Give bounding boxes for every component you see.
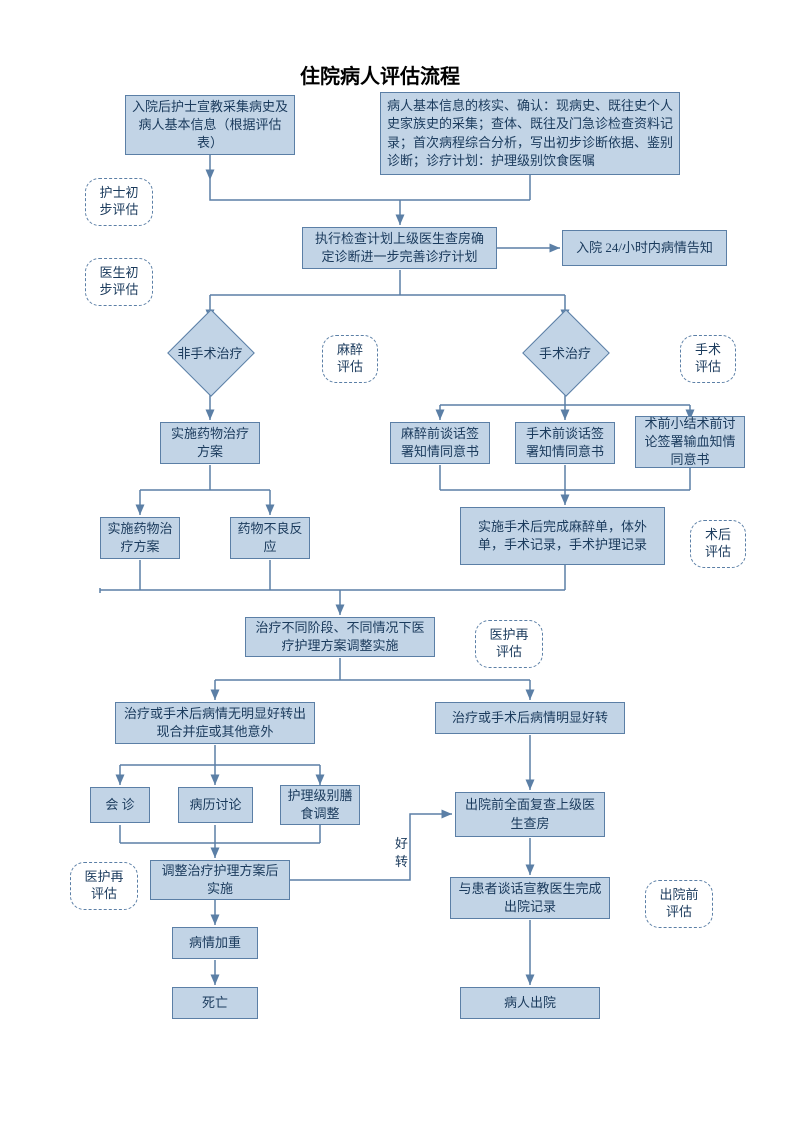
node-adjust-plan: 治疗不同阶段、不同情况下医疗护理方案调整实施 — [245, 617, 435, 657]
node-discharge-record: 与患者谈话宣教医生完成出院记录 — [450, 877, 610, 919]
node-24h-notice: 入院 24/小时内病情告知 — [562, 230, 727, 266]
node-nursing-diet: 护理级别膳食调整 — [280, 785, 360, 825]
node-worsen: 病情加重 — [172, 927, 258, 959]
node-drug-plan2: 实施药物治疗方案 — [100, 517, 180, 559]
annot-reeval: 医护再评估 — [475, 620, 543, 668]
node-patient-info: 病人基本信息的核实、确认：现病史、既往史个人史家族史的采集；查体、既往及门急诊检… — [380, 92, 680, 175]
annot-surgery-eval: 手术评估 — [680, 335, 736, 383]
node-adverse-reaction: 药物不良反应 — [230, 517, 310, 559]
node-adjust-implement: 调整治疗护理方案后实施 — [150, 860, 290, 900]
annot-postop-eval: 术后评估 — [690, 520, 746, 568]
node-case-discuss: 病历讨论 — [178, 787, 253, 823]
annot-doctor-eval: 医生初步评估 — [85, 258, 153, 306]
node-no-improve: 治疗或手术后病情无明显好转出现合并症或其他意外 — [115, 702, 315, 744]
diamond-nonsurgical-label: 非手术治疗 — [160, 340, 260, 364]
node-improved: 治疗或手术后病情明显好转 — [435, 702, 625, 734]
annot-anesthesia-eval: 麻醉评估 — [322, 335, 378, 383]
flowchart-title: 住院病人评估流程 — [300, 60, 460, 89]
node-drug-plan: 实施药物治疗方案 — [160, 422, 260, 464]
node-death: 死亡 — [172, 987, 258, 1019]
annot-nurse-eval: 护士初步评估 — [85, 178, 153, 226]
node-preop-consent: 术前小结术前讨论签署输血知情同意书 — [635, 416, 745, 468]
diamond-surgical-label: 手术治疗 — [520, 340, 610, 364]
edge-label-improve: 好转 — [395, 835, 415, 871]
node-anesthesia-consent: 麻醉前谈话签署知情同意书 — [390, 422, 490, 464]
node-patient-discharge: 病人出院 — [460, 987, 600, 1019]
node-discharge-review: 出院前全面复查上级医生查房 — [455, 792, 605, 837]
node-surgery-consent: 手术前谈话签署知情同意书 — [515, 422, 615, 464]
annot-predischarge-eval: 出院前评估 — [645, 880, 713, 928]
node-exam-plan: 执行检查计划上级医生查房确定诊断进一步完善诊疗计划 — [302, 227, 497, 269]
node-nurse-collect: 入院后护士宣教采集病史及病人基本信息（根据评估表） — [125, 95, 295, 155]
node-postop-records: 实施手术后完成麻醉单，体外单，手术记录，手术护理记录 — [460, 507, 665, 565]
annot-reeval2: 医护再评估 — [70, 862, 138, 910]
node-consult: 会 诊 — [90, 787, 150, 823]
